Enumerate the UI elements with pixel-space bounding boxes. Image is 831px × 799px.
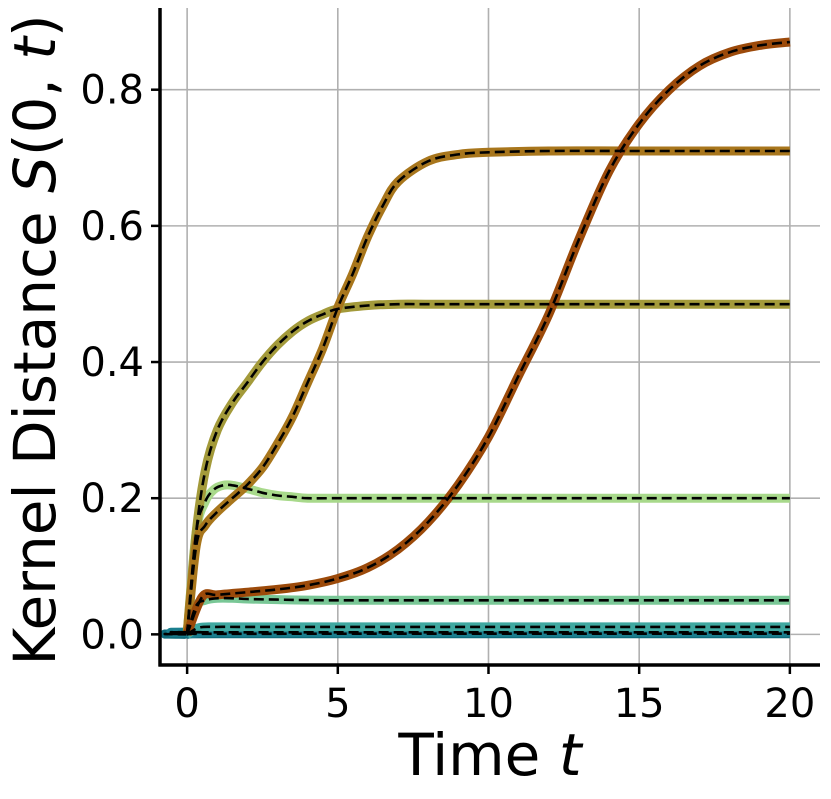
y-tick-label: 0.8 [80,68,144,114]
x-tick-label: 0 [174,681,199,727]
y-tick-label: 0.6 [80,204,144,250]
series-dashed-overlay [185,40,791,635]
x-tick-label: 10 [463,681,514,727]
y-tick-label: 0.4 [80,340,144,386]
series-dashed-overlay [185,483,790,635]
series-dashed-overlay [185,302,790,635]
series-dashed-overlay [185,149,790,635]
x-axis-title: Time t [397,721,583,789]
x-tick-label: 5 [325,681,350,727]
series-dashed-overlay [186,625,790,636]
y-axis-title: Kernel Distance S(0, t) [1,14,69,665]
series-layer [160,37,791,639]
y-tick-label: 0.2 [80,476,144,522]
tick-labels: 0 5 10 15 20 0.0 0.2 0.4 0.6 0.8 [80,68,815,727]
axes [151,8,820,674]
x-tick-label: 20 [764,681,815,727]
y-tick-label: 0.0 [80,612,144,658]
grid-lines [160,8,820,665]
series-dashed-overlay [169,630,790,636]
series-dashed-overlay [163,632,790,636]
x-tick-label: 15 [614,681,665,727]
series-dashed-overlay [185,596,790,635]
